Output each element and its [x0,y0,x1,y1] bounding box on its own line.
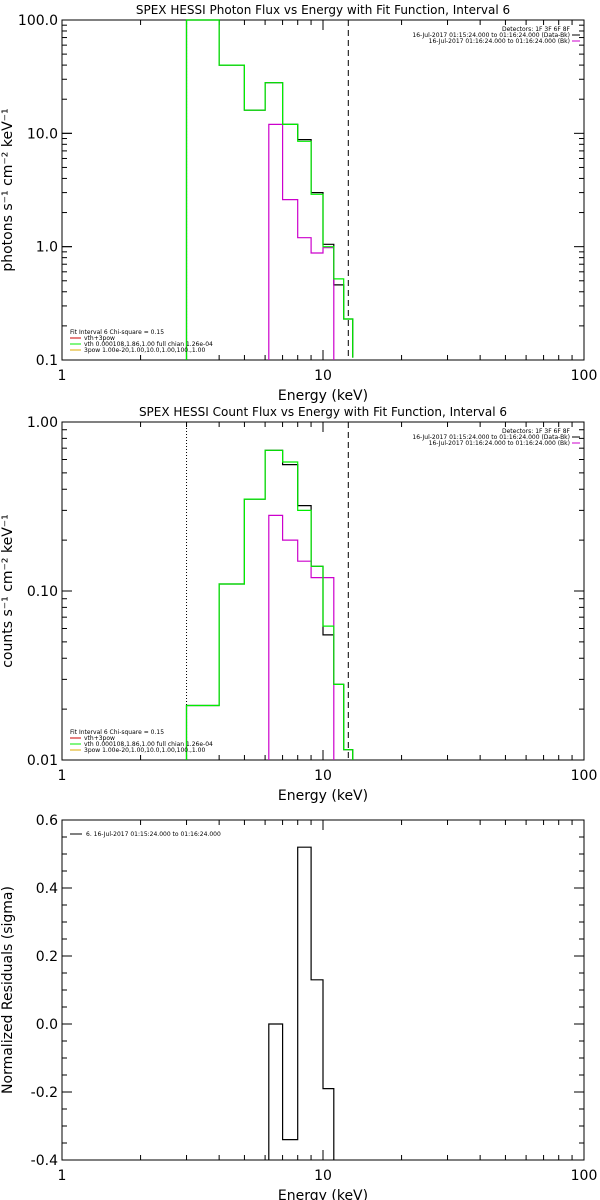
header-line: Detectors: 1F 3F 6F 8F [502,26,571,33]
fit-line: Fit Interval 6 Chi-square = 0.15 [70,329,164,336]
header-line: 16-Jul-2017 01:16:24.000 to 01:16:24.000… [429,38,570,45]
x-tick-label: 1 [58,768,67,784]
chart-title: SPEX HESSI Photon Flux vs Energy with Fi… [136,3,510,17]
fit-line: vth+3pow [84,335,115,342]
y-tick-label: 0.6 [36,813,58,829]
y-tick-label: 0.0 [36,1017,58,1033]
series-data_minus_bk [185,19,354,360]
x-tick-label: 10 [314,368,332,384]
y-axis-label: counts s⁻¹ cm⁻² keV⁻¹ [0,514,16,668]
series-fit_total [185,449,354,760]
series-fit_total [185,19,354,360]
x-tick-label: 100 [571,768,598,784]
header-line: 16-Jul-2017 01:15:24.000 to 01:16:24.000… [412,32,570,39]
chart-panel-3: 1 10 100 -0.4 -0.2 0.0 0.2 0.4 0.6 Energy (keV) No… [0,813,597,1200]
fit-line: vth+3pow [84,735,115,742]
y-tick-label: 1.00 [27,415,58,431]
fit-line: Fit Interval 6 Chi-square = 0.15 [70,729,164,736]
x-tick-label: 1 [58,1168,67,1184]
fit-line: 3pow 1.00e-20,1.00,10.0,1.00,100.,1.00 [84,747,205,754]
x-tick-label: 1 [58,368,67,384]
x-axis-label: Energy (keV) [278,1188,368,1200]
fit-line: vth 0.000108,1.86,1.00 full chian 1.26e-… [84,341,213,348]
y-tick-label: 10.0 [27,126,58,142]
header-line: Detectors: 1F 3F 6F 8F [502,428,571,435]
chart-title: SPEX HESSI Count Flux vs Energy with Fit… [139,405,507,419]
fit-line: 3pow 1.00e-20,1.00,10.0,1.00,100.,1.00 [84,347,205,354]
y-tick-label: 0.10 [27,584,58,600]
y-tick-label: 0.4 [36,881,58,897]
series-bk [268,514,335,760]
x-tick-label: 10 [314,1168,332,1184]
y-tick-label: 1.0 [36,240,58,256]
y-tick-label: -0.2 [31,1085,58,1101]
x-axis-label: Energy (keV) [278,388,368,404]
plot-frame [61,19,585,361]
y-tick-label: 0.01 [27,753,58,769]
x-tick-label: 100 [571,1168,598,1184]
header-line: 16-Jul-2017 01:16:24.000 to 01:16:24.000… [429,440,570,447]
series-residuals [268,846,335,1160]
y-tick-label: -0.4 [31,1153,58,1169]
fit-line: vth 0.000108,1.86,1.00 full chian 1.26e-… [84,741,213,748]
y-axis-label: Normalized Residuals (sigma) [0,886,16,1094]
series-data_minus_bk [185,449,354,760]
chart-panel-2: SPEX HESSI Count Flux vs Energy with Fit… [0,405,597,804]
y-tick-label: 100.0 [18,13,58,29]
y-tick-label: 0.1 [36,353,58,369]
x-axis-label: Energy (keV) [278,788,368,804]
x-tick-label: 100 [571,368,598,384]
chart-panel-1: SPEX HESSI Photon Flux vs Energy with Fi… [0,3,597,404]
header-line: 16-Jul-2017 01:15:24.000 to 01:16:24.000… [412,434,570,441]
legend-label: 6. 16-Jul-2017 01:15:24.000 to 01:16:24.… [86,831,221,838]
series-bk [268,123,335,360]
x-tick-label: 10 [314,768,332,784]
y-tick-label: 0.2 [36,949,58,965]
y-axis-label: photons s⁻¹ cm⁻² keV⁻¹ [0,108,16,271]
